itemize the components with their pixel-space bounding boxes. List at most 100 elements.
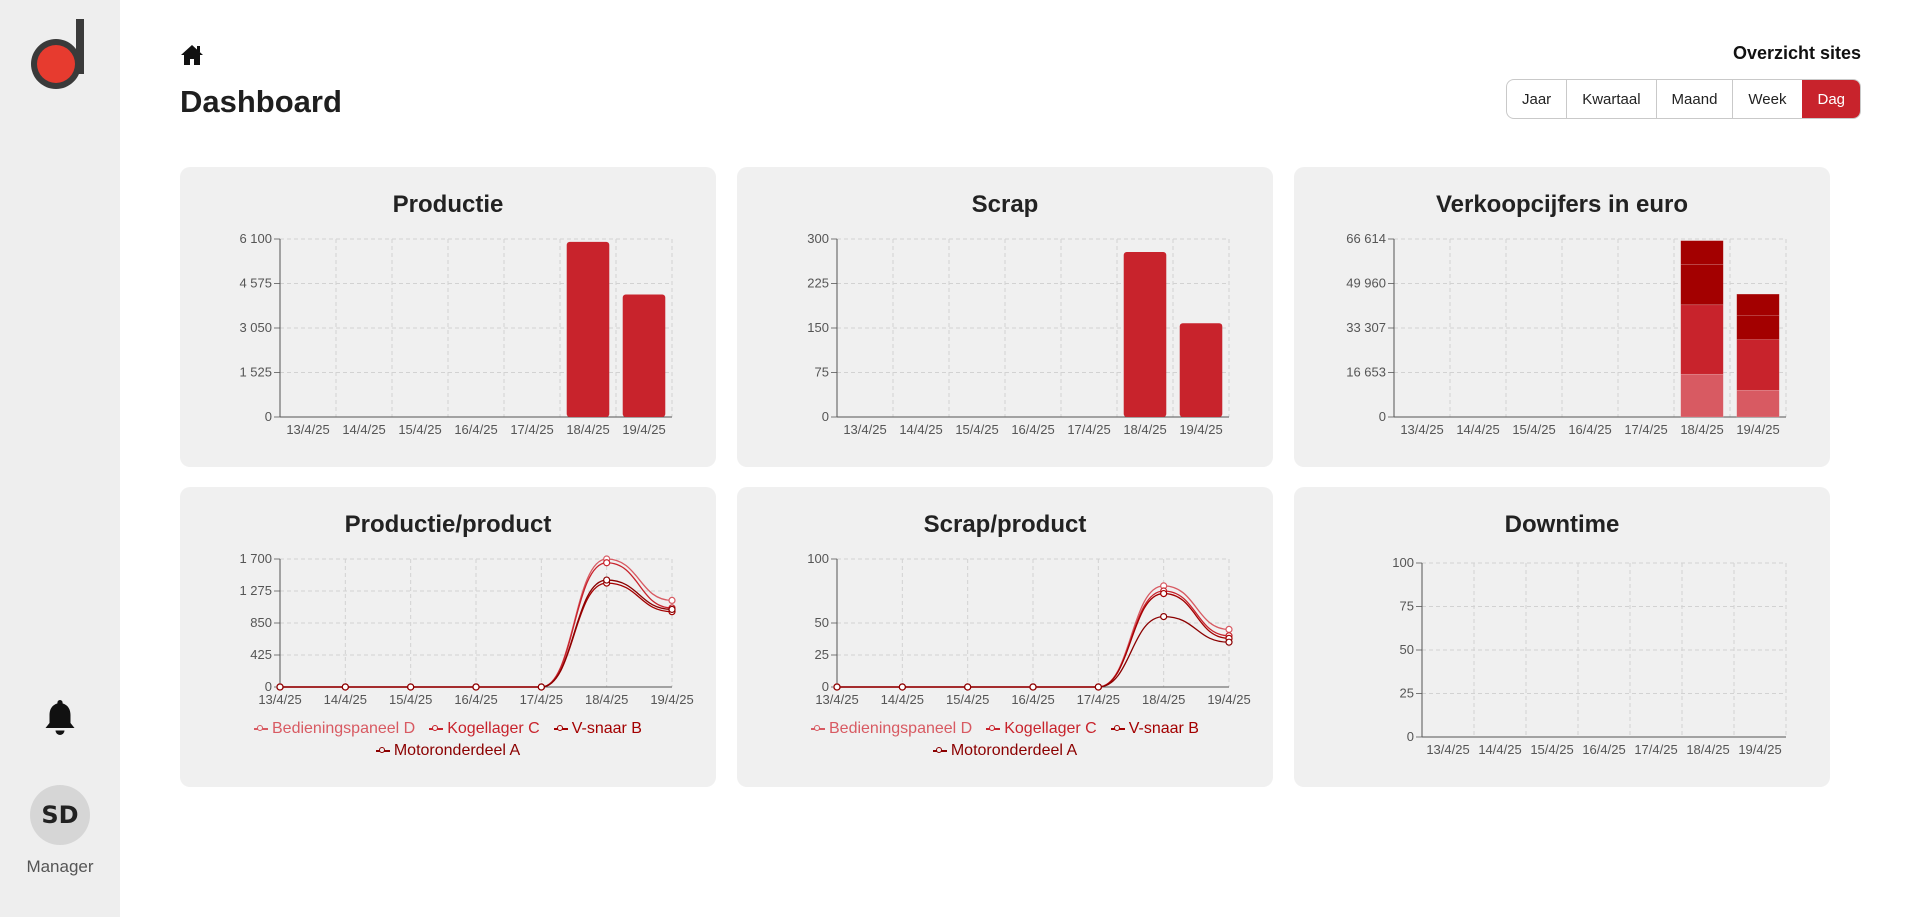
y-tick-label: 850: [250, 615, 272, 630]
legend-label: Kogellager C: [1004, 720, 1097, 737]
home-icon[interactable]: [180, 44, 204, 71]
bar-segment: [1736, 315, 1780, 340]
legend-item[interactable]: Motoronderdeel A: [932, 742, 1078, 760]
y-tick-label: 0: [1407, 729, 1414, 744]
x-tick-label: 18/4/25: [1123, 422, 1166, 437]
legend-item[interactable]: Bedieningspaneel D: [254, 720, 415, 738]
card-title: Scrap: [971, 191, 1039, 218]
y-tick-label: 1 525: [239, 365, 272, 380]
bar: [622, 294, 666, 417]
period-button-jaar[interactable]: Jaar: [1522, 90, 1552, 108]
data-point: [276, 683, 284, 691]
legend-item[interactable]: V-snaar B: [1110, 720, 1199, 738]
y-tick-label: 225: [807, 276, 829, 291]
card-title: Downtime: [1504, 511, 1620, 538]
legend-marker-dot: [989, 725, 996, 731]
x-tick-label: 13/4/25: [1426, 742, 1469, 757]
y-tick-label: 49 960: [1346, 276, 1386, 291]
card-title: Scrap/product: [923, 511, 1087, 538]
legend-marker: [429, 725, 444, 731]
x-tick-label: 13/4/25: [843, 422, 886, 437]
data-point: [1029, 683, 1037, 691]
x-tick-label: 13/4/25: [1400, 422, 1443, 437]
legend-marker: [553, 725, 568, 731]
x-tick-label: 17/4/25: [1624, 422, 1667, 437]
bell-icon[interactable]: [44, 697, 76, 742]
d-logo-icon[interactable]: [30, 16, 90, 97]
legend-item[interactable]: V-snaar B: [553, 720, 642, 738]
period-selector: Jaar Kwartaal Maand Week Dag: [1506, 79, 1862, 119]
avatar[interactable]: SD: [30, 785, 90, 845]
x-tick-label: 15/4/25: [389, 692, 432, 707]
card-productie-product: Productie/product 0 425 850 1 275 1 700 13/4/…: [180, 487, 716, 787]
data-point: [1225, 625, 1233, 633]
x-tick-label: 18/4/25: [1680, 422, 1723, 437]
data-point: [898, 683, 906, 691]
bar-segment: [1680, 373, 1724, 418]
data-point: [1160, 613, 1168, 621]
period-button-week[interactable]: Week: [1732, 80, 1801, 118]
bar: [1179, 323, 1223, 417]
card-title: Productie/product: [344, 511, 552, 538]
legend-item[interactable]: Kogellager C: [429, 720, 540, 738]
legend-marker: [932, 747, 947, 753]
bar-segment: [1736, 339, 1780, 391]
legend-marker: [811, 725, 825, 731]
legend-marker-dot: [935, 747, 942, 753]
period-button-kwartaal[interactable]: Kwartaal: [1566, 80, 1655, 118]
y-tick-label: 25: [1400, 686, 1414, 701]
sidebar: SD Manager: [0, 0, 120, 917]
legend-label: Motoronderdeel A: [950, 742, 1078, 759]
y-tick-label: 0: [265, 679, 272, 694]
data-point: [1094, 683, 1102, 691]
x-tick-label: 16/4/25: [1582, 742, 1625, 757]
legend-marker-dot: [432, 725, 439, 731]
card-title: Productie: [392, 191, 504, 218]
x-tick-label: 16/4/25: [1568, 422, 1611, 437]
x-tick-label: 18/4/25: [1686, 742, 1729, 757]
x-tick-label: 15/4/25: [955, 422, 998, 437]
y-tick-label: 75: [815, 365, 829, 380]
data-point: [537, 683, 545, 691]
x-tick-label: 14/4/25: [342, 422, 385, 437]
y-tick-label: 0: [1379, 409, 1386, 424]
card-productie: Productie 0 1 525 3 050 4 575 6 100 13/4/25 14…: [180, 167, 716, 467]
chart-scrap: 0 75 150 225 300 13/4/25 14/4/25 15/4/25 16/4/25…: [807, 231, 1230, 437]
card-scrap: Scrap 0 75 150 225 300 13/4/25 14/4/25 15/4/25 1…: [737, 167, 1273, 467]
legend-marker: [986, 725, 1001, 731]
chart-downtime: 0 25 50 75 100 13/4/25 14/4/25 15/4/25 16/4/25 17…: [1392, 555, 1787, 757]
bar: [1123, 252, 1167, 417]
period-button-dag[interactable]: Dag: [1801, 80, 1861, 118]
legend-item[interactable]: Kogellager C: [986, 720, 1097, 738]
data-point: [668, 596, 676, 605]
x-tick-label: 19/4/25: [1736, 422, 1779, 437]
y-tick-label: 150: [807, 320, 829, 335]
y-tick-label: 425: [250, 647, 272, 662]
bar-segment: [1736, 389, 1780, 418]
period-button-maand[interactable]: Maand: [1655, 80, 1733, 118]
x-tick-label: 15/4/25: [398, 422, 441, 437]
x-tick-label: 16/4/25: [1011, 692, 1054, 707]
legend-label: V-snaar B: [571, 720, 642, 737]
x-tick-label: 18/4/25: [585, 692, 628, 707]
chart-productie: 0 1 525 3 050 4 575 6 100 13/4/25 14/4/25 15/4/…: [239, 231, 673, 437]
bar-segment: [1680, 264, 1724, 306]
chart-legend: Bedieningspaneel D Kogellager C V-snaar B M…: [200, 720, 696, 760]
legend-marker-dot: [257, 725, 263, 731]
y-tick-label: 0: [822, 409, 829, 424]
data-point: [1160, 589, 1168, 598]
x-tick-label: 15/4/25: [1512, 422, 1555, 437]
x-tick-label: 17/4/25: [520, 692, 563, 707]
data-point: [341, 683, 349, 691]
data-point: [964, 683, 972, 691]
card-scrap-product: Scrap/product 0 25 50 100 13/4/25 14/4/25 15/4…: [737, 487, 1273, 787]
legend-marker-dot: [556, 725, 563, 731]
y-tick-label: 100: [807, 551, 829, 566]
x-tick-label: 15/4/25: [946, 692, 989, 707]
legend-marker-dot: [378, 747, 385, 753]
overview-sites-link[interactable]: Overzicht sites: [1732, 43, 1861, 63]
page-title: Dashboard: [180, 84, 342, 119]
x-tick-label: 14/4/25: [1478, 742, 1521, 757]
legend-item[interactable]: Bedieningspaneel D: [811, 720, 972, 738]
legend-item[interactable]: Motoronderdeel A: [375, 742, 520, 760]
